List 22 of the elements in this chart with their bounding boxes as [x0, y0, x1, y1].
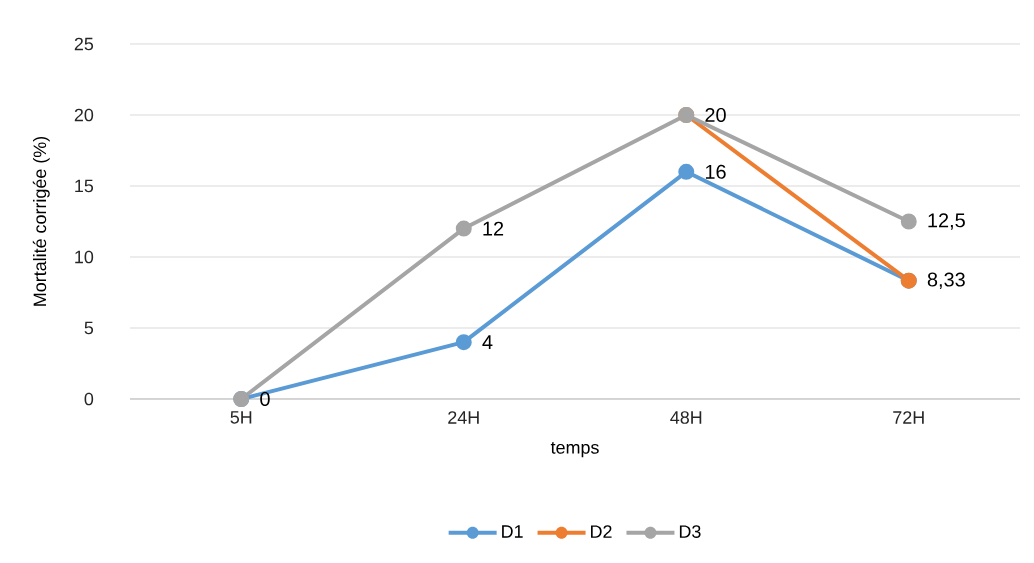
data-label: 12,5: [928, 213, 965, 230]
y-tick-label: 15: [75, 179, 94, 193]
x-axis-title: temps: [550, 442, 599, 458]
y-tick-label: 25: [74, 37, 94, 51]
y-axis-title: Mortalité corrigée (%): [32, 136, 50, 306]
x-tick-label: 72H: [893, 411, 924, 424]
y-tick-label: 0: [84, 392, 94, 406]
data-label: 4: [482, 335, 493, 350]
data-label: 8,33: [927, 272, 965, 289]
y-tick-label: 5: [84, 321, 94, 335]
x-tick-label: 5H: [230, 411, 252, 424]
legend-label: D3: [679, 525, 701, 538]
x-tick-label: 48H: [670, 411, 702, 424]
data-label: 12: [483, 221, 504, 236]
y-tick-label: 10: [75, 250, 94, 264]
legend-label: D1: [502, 525, 523, 538]
data-label: 16: [705, 164, 726, 179]
y-tick-label: 20: [74, 108, 94, 122]
data-label: 20: [705, 107, 726, 123]
legend-label: D2: [591, 525, 612, 538]
data-label: 0: [260, 391, 270, 407]
x-tick-label: 24H: [448, 411, 479, 424]
